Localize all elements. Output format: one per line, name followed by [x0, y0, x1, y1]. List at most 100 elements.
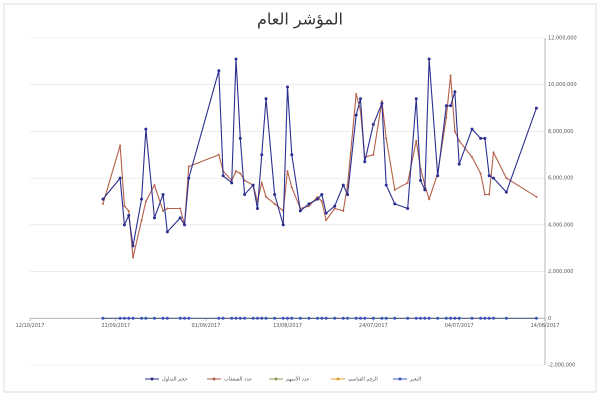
point [221, 174, 225, 178]
point [152, 316, 156, 320]
point [298, 209, 302, 213]
point [479, 172, 482, 175]
point [286, 85, 289, 89]
point [487, 174, 491, 178]
point [264, 97, 268, 101]
point [178, 216, 182, 220]
point [445, 116, 448, 119]
x-tick-label: 04/07/2017 [445, 323, 474, 329]
point [483, 316, 487, 320]
point [127, 316, 131, 320]
point [183, 223, 186, 227]
point [453, 130, 456, 133]
point [122, 316, 126, 320]
point [492, 176, 495, 180]
point [307, 316, 311, 320]
point [325, 219, 328, 222]
point [290, 316, 294, 320]
point [427, 57, 431, 61]
point [131, 244, 135, 248]
point [423, 316, 427, 320]
point [307, 205, 310, 208]
point [140, 197, 144, 201]
point [260, 181, 263, 184]
point [492, 151, 495, 154]
point [406, 316, 410, 320]
point [238, 136, 242, 140]
legend-label: عدد الصفقات [224, 377, 252, 383]
point [449, 104, 453, 108]
point [483, 136, 487, 140]
point [273, 202, 276, 205]
point [178, 316, 182, 320]
point [144, 127, 148, 131]
point [479, 316, 483, 320]
point [286, 170, 289, 173]
point [358, 97, 362, 101]
point [380, 316, 384, 320]
point [371, 122, 375, 126]
point [187, 165, 190, 168]
point [101, 316, 105, 320]
point [152, 216, 156, 220]
x-tick-label: 14/06/2017 [531, 323, 560, 329]
point [363, 160, 367, 164]
point [238, 316, 242, 320]
point [243, 192, 247, 196]
point [251, 316, 255, 320]
point [179, 207, 182, 210]
point [428, 198, 431, 201]
point [265, 195, 268, 198]
point [251, 183, 255, 187]
point [101, 202, 104, 205]
point [255, 207, 259, 211]
chart-title: المؤشر العام [257, 10, 343, 30]
point [423, 188, 427, 192]
point [221, 316, 225, 320]
point [131, 316, 135, 320]
point [470, 127, 474, 131]
legend-marker [274, 377, 278, 381]
point [333, 204, 337, 208]
point [320, 192, 324, 196]
legend-marker [212, 377, 216, 381]
point [119, 144, 122, 147]
x-tick-label: 22/09/2017 [101, 323, 130, 329]
point [316, 195, 319, 198]
point [380, 100, 383, 103]
y-tick-label: 6,000,000 [548, 176, 573, 182]
point [385, 137, 388, 140]
point [298, 316, 302, 320]
point [230, 181, 234, 185]
point [281, 316, 285, 320]
point [235, 170, 237, 173]
point [346, 316, 350, 320]
point [504, 190, 508, 194]
point [316, 197, 320, 201]
x-tick-label: 12/10/2017 [16, 323, 45, 329]
point [307, 202, 311, 206]
point [127, 209, 130, 212]
point [534, 316, 538, 320]
point [140, 316, 144, 320]
point [324, 316, 328, 320]
point [457, 316, 461, 320]
point [264, 316, 268, 320]
point [217, 153, 220, 156]
point [217, 316, 221, 320]
point [372, 153, 375, 156]
point [358, 316, 362, 320]
point [230, 316, 234, 320]
point [260, 153, 264, 157]
point [144, 200, 147, 203]
point [419, 316, 423, 320]
point [419, 178, 423, 182]
point [320, 200, 323, 203]
point [217, 69, 221, 73]
point [234, 316, 238, 320]
point [187, 176, 191, 180]
point [384, 183, 388, 187]
y-tick-label: 2,000,000 [548, 269, 573, 275]
point [161, 192, 165, 196]
